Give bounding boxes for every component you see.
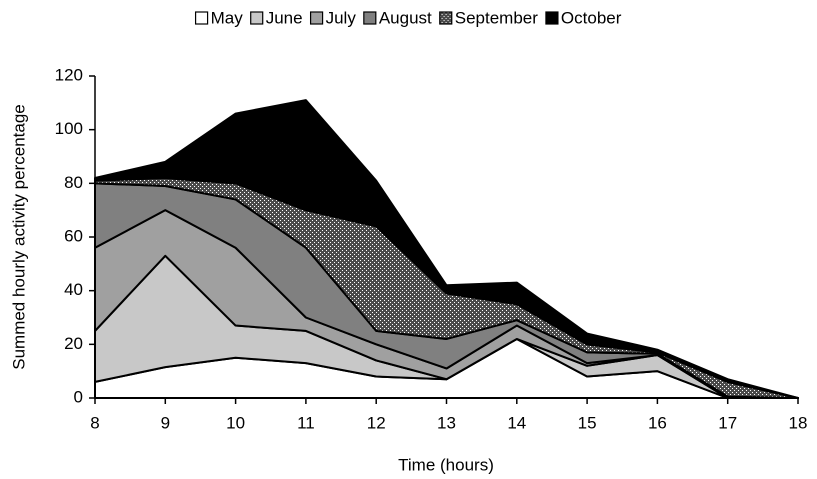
x-tick-label: 17 — [718, 413, 737, 432]
x-tick-label: 10 — [226, 413, 245, 432]
legend-swatch — [363, 11, 377, 25]
legend-swatch — [250, 11, 264, 25]
legend-swatch — [309, 11, 324, 25]
x-tick-label: 9 — [161, 413, 170, 432]
legend-swatch — [545, 11, 559, 25]
legend-label: October — [561, 8, 622, 27]
y-tick-label: 80 — [64, 173, 83, 192]
y-tick-label: 100 — [55, 119, 83, 138]
legend-label: July — [326, 8, 357, 27]
x-axis-label: Time (hours) — [398, 455, 494, 474]
legend-swatch — [439, 11, 453, 25]
plot-area — [94, 99, 799, 399]
y-tick-label: 20 — [64, 334, 83, 353]
legend-label: August — [379, 8, 432, 27]
y-axis-label: Summed hourly activity percentage — [9, 104, 28, 370]
x-tick-label: 16 — [648, 413, 667, 432]
area — [94, 99, 799, 399]
y-tick-label: 0 — [74, 387, 83, 406]
x-tick-label: 8 — [90, 413, 99, 432]
y-tick-label: 60 — [64, 226, 83, 245]
x-tick-label: 13 — [437, 413, 456, 432]
y-tick-label: 120 — [55, 65, 83, 84]
legend-label: June — [266, 8, 303, 27]
x-tick-label: 18 — [789, 413, 808, 432]
x-tick-label: 12 — [367, 413, 386, 432]
x-tick-label: 11 — [297, 413, 315, 432]
legend-swatch — [194, 11, 209, 25]
x-tick-label: 14 — [507, 413, 526, 432]
legend-label: September — [455, 8, 538, 27]
legend-label: May — [211, 8, 244, 27]
legend: May June July August September October — [194, 8, 622, 27]
x-tick-label: 15 — [578, 413, 597, 432]
y-tick-label: 40 — [64, 280, 83, 299]
